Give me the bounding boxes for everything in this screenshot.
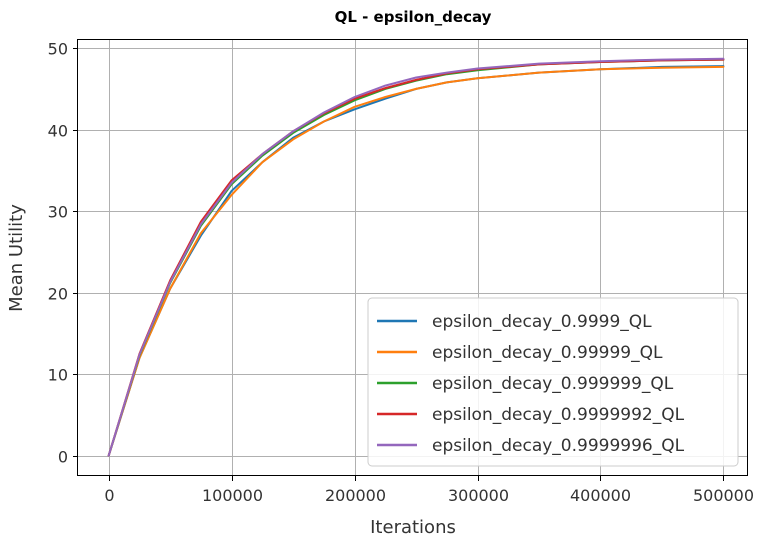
legend-label: epsilon_decay_0.9999996_QL — [432, 436, 685, 456]
legend-label: epsilon_decay_0.9999_QL — [432, 312, 652, 332]
legend-box — [367, 297, 739, 467]
y-axis-ticks: 0 10 20 30 40 50 — [48, 40, 78, 467]
x-tick-label: 0 — [104, 486, 114, 505]
y-tick-label: 40 — [48, 122, 68, 141]
plot-frame — [77, 39, 748, 476]
x-tick-label: 200000 — [325, 486, 386, 505]
chart-title: QL - epsilon_decay — [335, 8, 492, 26]
x-tick-label: 100000 — [202, 486, 263, 505]
y-tick-label: 10 — [48, 366, 68, 385]
legend-label: epsilon_decay_0.9999992_QL — [432, 405, 685, 425]
x-axis-ticks: 0 100000 200000 300000 400000 500000 — [104, 476, 754, 505]
legend: epsilon_decay_0.9999_QL epsilon_decay_0.9… — [367, 297, 739, 467]
series-line-2 — [107, 65, 725, 457]
x-tick-label: 400000 — [570, 486, 631, 505]
series-layer — [107, 57, 725, 457]
legend-label: epsilon_decay_0.999999_QL — [432, 374, 674, 394]
x-axis-label: Iterations — [370, 517, 456, 538]
y-tick-label: 20 — [48, 285, 68, 304]
legend-items: epsilon_decay_0.9999_QL epsilon_decay_0.9… — [377, 312, 685, 456]
x-tick-label: 500000 — [693, 486, 754, 505]
x-tick-label: 300000 — [448, 486, 509, 505]
grid-lines — [78, 40, 748, 476]
legend-label: epsilon_decay_0.99999_QL — [432, 343, 663, 363]
y-axis-label: Mean Utility — [6, 204, 27, 312]
y-tick-label: 30 — [48, 203, 68, 222]
series-line-5 — [107, 57, 725, 457]
y-tick-label: 0 — [58, 448, 68, 467]
y-tick-label: 50 — [48, 40, 68, 59]
